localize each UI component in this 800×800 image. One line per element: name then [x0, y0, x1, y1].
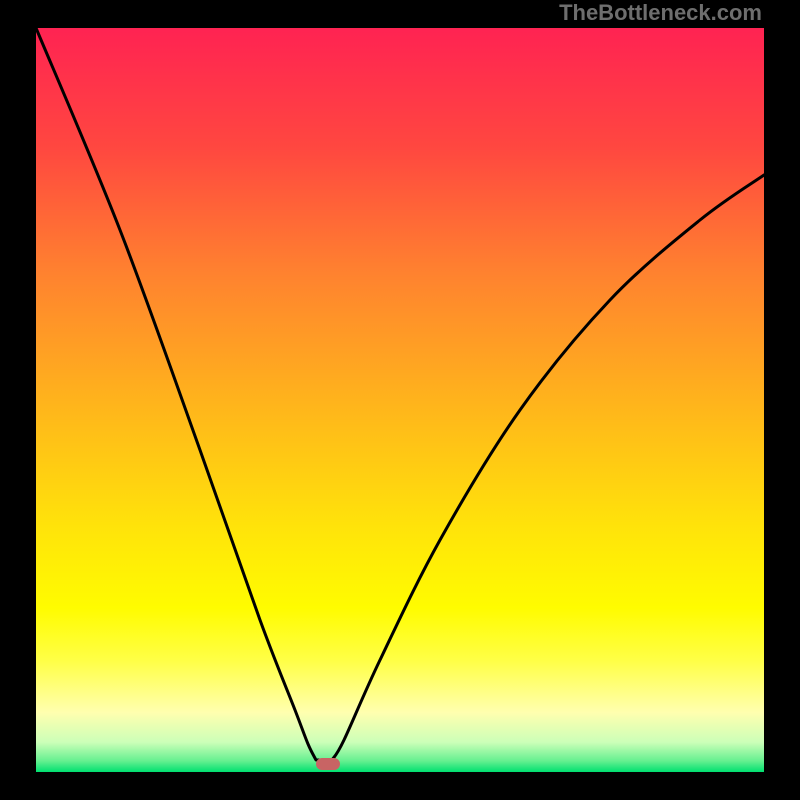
watermark-text: TheBottleneck.com: [559, 0, 762, 26]
bottleneck-curve: [0, 0, 800, 800]
bottleneck-chart: TheBottleneck.com: [0, 0, 800, 800]
optimal-point-marker: [316, 758, 340, 770]
